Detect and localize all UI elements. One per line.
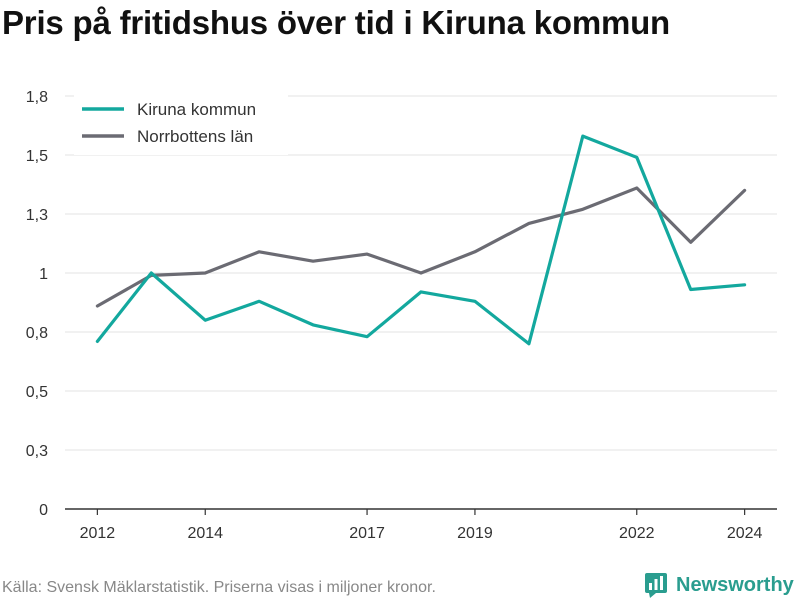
source-note: Källa: Svensk Mäklarstatistik. Priserna …: [2, 579, 436, 596]
x-tick-label: 2017: [349, 525, 385, 542]
x-tick-label: 2012: [80, 525, 116, 542]
x-tick-label: 2014: [187, 525, 223, 542]
x-axis: 2012 2014 2017 2019 2022 2024: [65, 508, 777, 542]
x-tick-label: 2024: [727, 525, 763, 542]
series-line-kiruna-kommun: [95, 134, 747, 346]
y-tick-label: 1,8: [26, 89, 48, 106]
series-lines: [95, 134, 747, 346]
y-tick-label: 1: [39, 266, 48, 283]
legend-background: [74, 93, 288, 155]
y-tick-label: 0,5: [26, 384, 48, 401]
y-tick-label: 0: [39, 502, 48, 519]
brand-name: Newsworthy: [676, 573, 794, 596]
x-tick-label: 2022: [619, 525, 655, 542]
y-axis-ticks: 0 0,3 0,5 0,8 1 1,3 1,5 1,8: [26, 89, 48, 519]
legend-label: Norrbottens län: [137, 127, 253, 146]
y-tick-label: 1,3: [26, 207, 48, 224]
x-tick-label: 2019: [457, 525, 493, 542]
legend: Kiruna kommun Norrbottens län: [74, 93, 288, 155]
y-tick-label: 0,3: [26, 443, 48, 460]
legend-label: Kiruna kommun: [137, 100, 256, 119]
line-chart: 0 0,3 0,5 0,8 1 1,3 1,5 1,8 2012 2014 2017 2019 202…: [26, 89, 777, 542]
brand-logo: Newsworthy: [644, 571, 794, 599]
y-tick-label: 0,8: [26, 325, 48, 342]
bar-chart-logo-icon: [645, 573, 667, 598]
y-tick-label: 1,5: [26, 148, 48, 165]
chart-title: Pris på fritidshus över tid i Kiruna kom…: [2, 4, 671, 41]
series-line-norrbottens-lan: [95, 186, 747, 308]
